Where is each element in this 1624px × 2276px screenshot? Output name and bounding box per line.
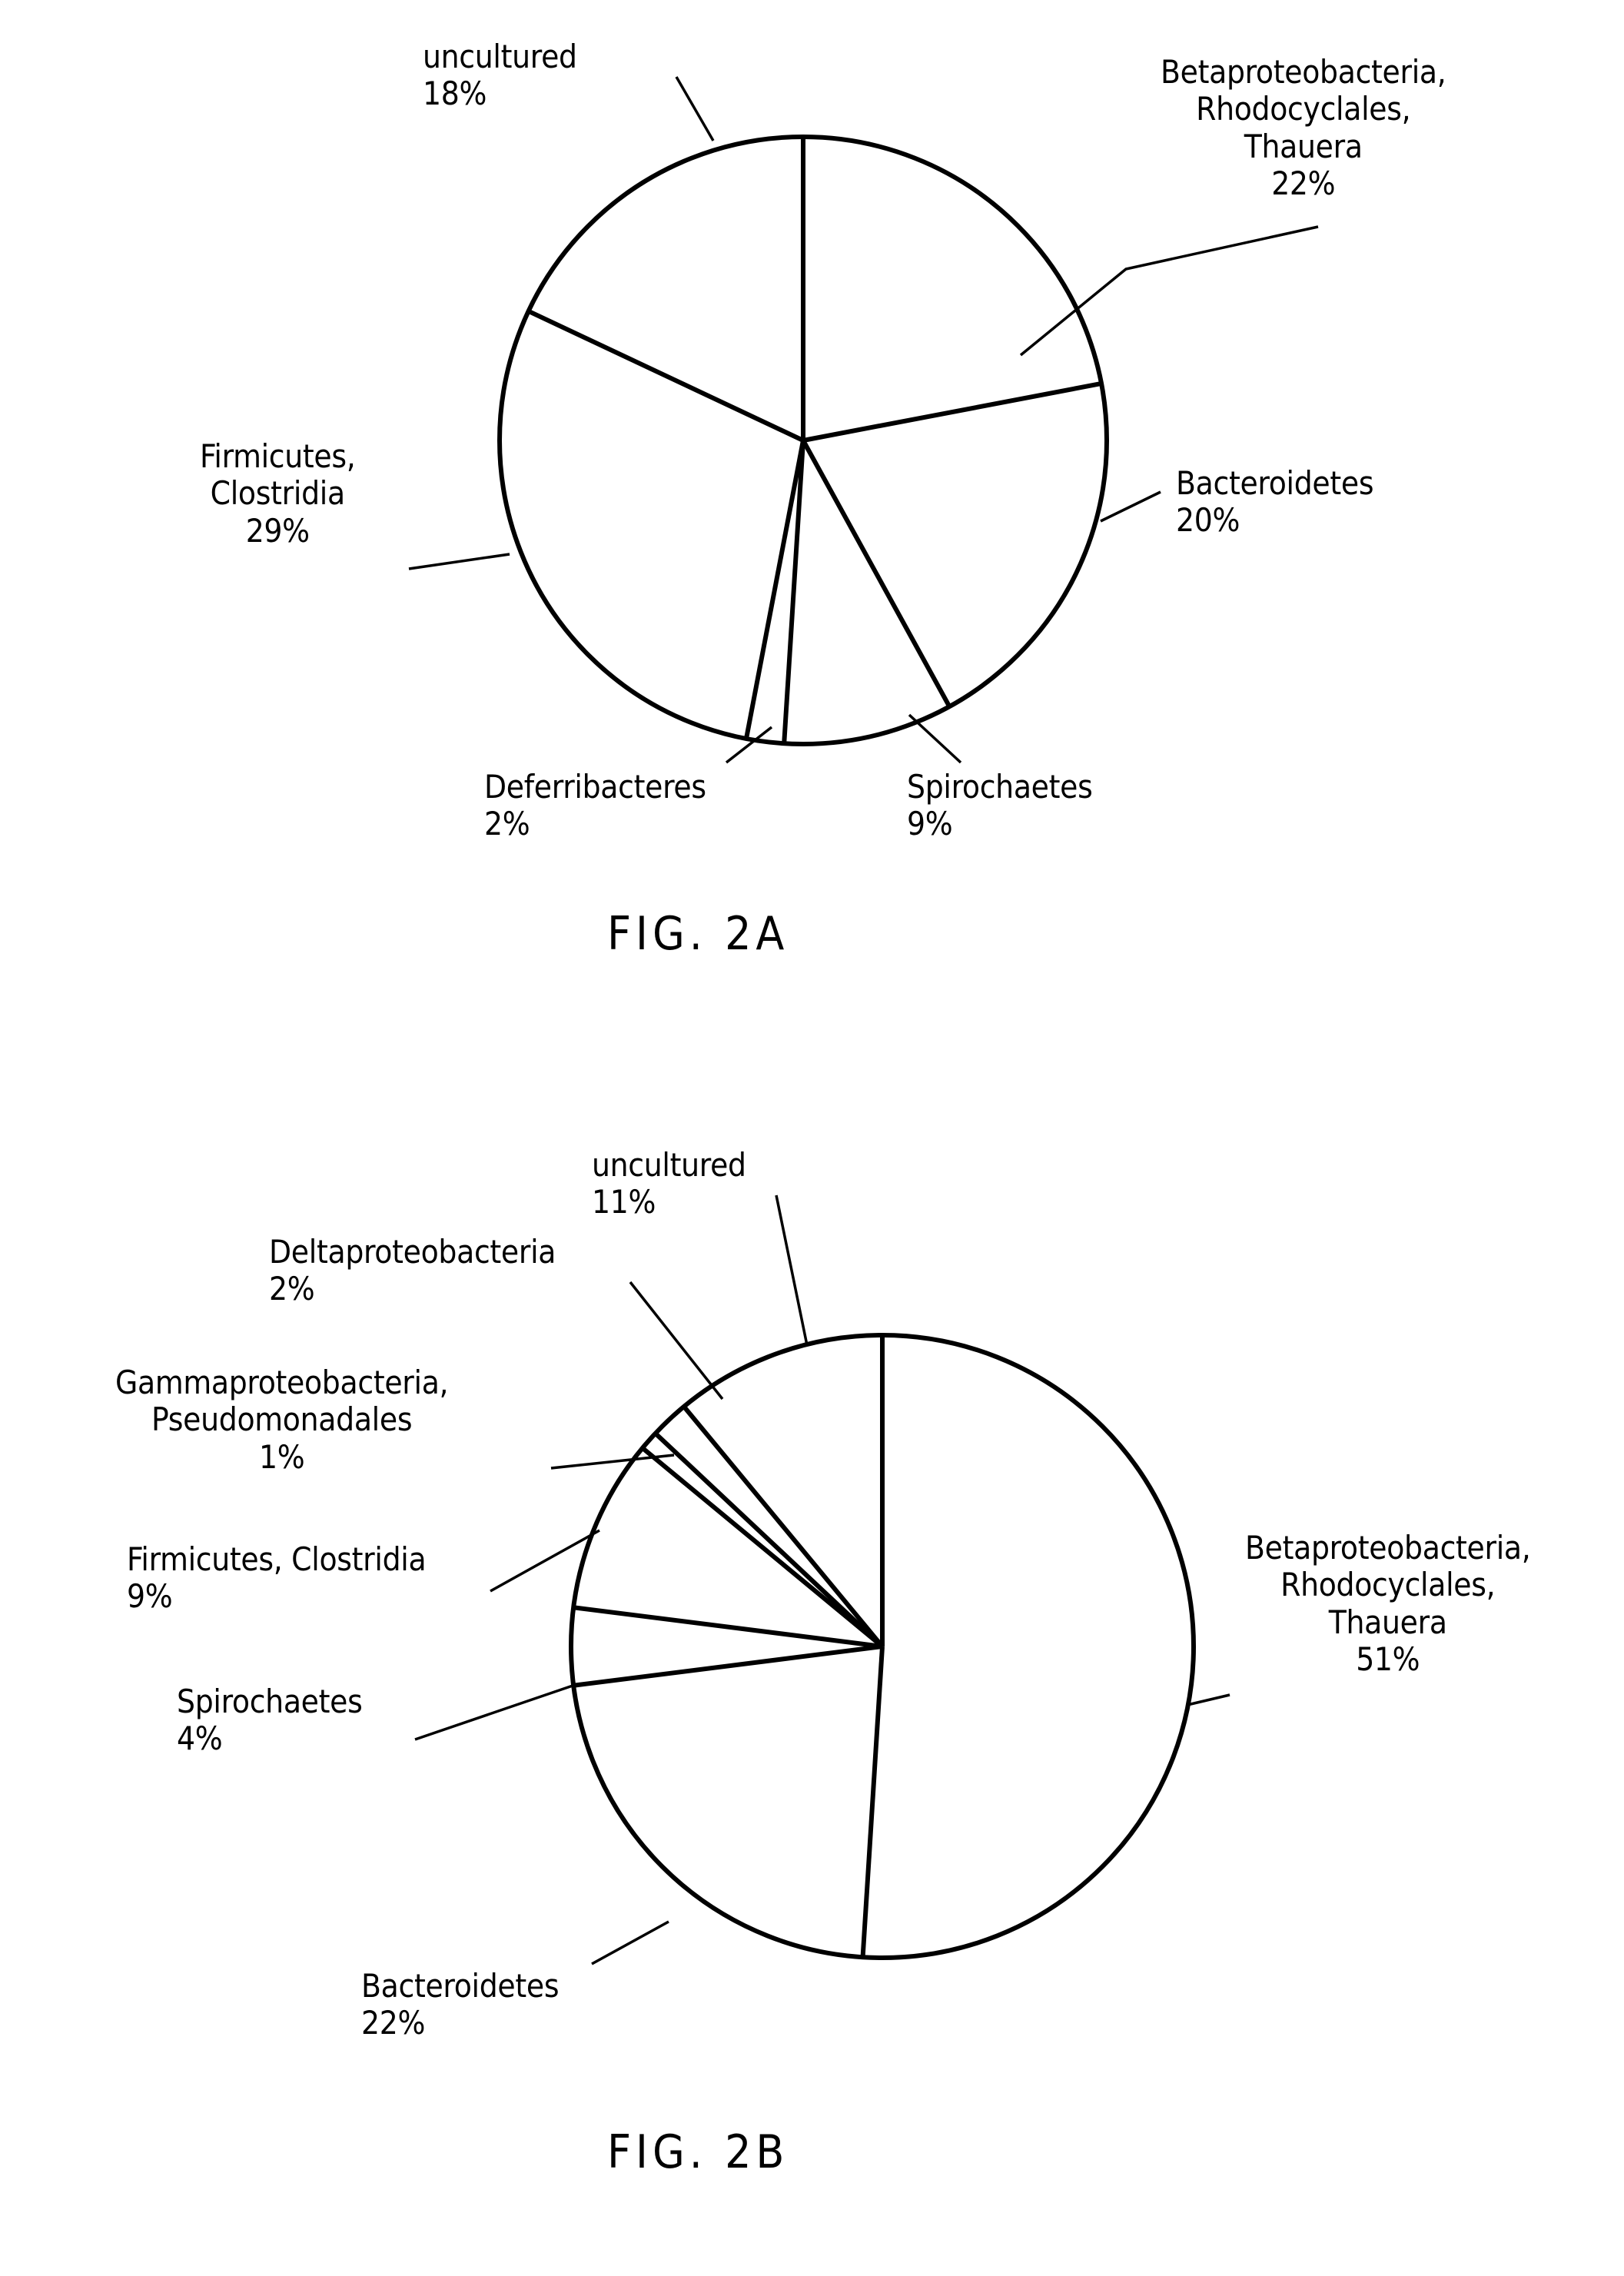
fig2a-label-4: Firmicutes,Clostridia29% xyxy=(200,438,355,550)
fig2b-label-0: Betaproteobacteria,Rhodocyclales,Thauera… xyxy=(1245,1530,1530,1678)
fig2b-pct-2: 4% xyxy=(177,1719,222,1757)
fig2b-leader-1 xyxy=(592,1922,669,1964)
fig2a-label-4-line-1: Clostridia xyxy=(211,474,345,512)
fig2a-pct-2: 9% xyxy=(907,805,952,842)
fig2b-pct-5: 2% xyxy=(269,1270,314,1307)
figure-canvas xyxy=(0,0,1624,2276)
fig2b-label-0-line-0: Betaproteobacteria, xyxy=(1245,1529,1530,1567)
fig2a-pct-3: 2% xyxy=(484,805,530,842)
fig2b-caption: FIG. 2B xyxy=(607,2125,789,2179)
fig2b-leader-6 xyxy=(776,1195,807,1345)
fig2b-label-4-line-1: Pseudomonadales xyxy=(151,1400,412,1438)
fig2a-caption: FIG. 2A xyxy=(607,907,789,961)
fig2b-label-3: Firmicutes, Clostridia9% xyxy=(127,1541,426,1616)
fig2b-leader-5 xyxy=(630,1282,722,1399)
fig2b-label-0-line-1: Rhodocyclales, xyxy=(1280,1566,1495,1603)
fig2a-label-5: uncultured18% xyxy=(423,38,577,113)
fig2a-pct-1: 20% xyxy=(1176,501,1240,539)
fig2a-leader-4 xyxy=(409,554,510,569)
fig2a-label-1: Bacteroidetes20% xyxy=(1176,465,1373,540)
fig2b-pct-0: 51% xyxy=(1356,1640,1420,1678)
fig2b-label-2: Spirochaetes4% xyxy=(177,1683,363,1758)
fig2a-label-2: Spirochaetes9% xyxy=(907,769,1093,843)
fig2a-label-5-line-0: uncultured xyxy=(423,38,577,75)
fig2a-label-1-line-0: Bacteroidetes xyxy=(1176,464,1373,502)
fig2b-label-1: Bacteroidetes22% xyxy=(361,1968,559,2042)
fig2a-label-0-line-2: Thauera xyxy=(1244,128,1363,165)
fig2a-label-0-line-1: Rhodocyclales, xyxy=(1196,90,1410,128)
fig2b-label-3-line-0: Firmicutes, Clostridia xyxy=(127,1540,426,1578)
fig2a-label-0: Betaproteobacteria,Rhodocyclales,Thauera… xyxy=(1161,54,1446,202)
fig2b-label-6: uncultured11% xyxy=(592,1147,746,1221)
fig2a-pct-0: 22% xyxy=(1271,164,1335,202)
fig2b-label-5-line-0: Deltaproteobacteria xyxy=(269,1233,556,1271)
fig2b-label-0-line-2: Thauera xyxy=(1329,1603,1447,1641)
fig2a-label-0-line-0: Betaproteobacteria, xyxy=(1161,53,1446,91)
fig2b-label-4-line-0: Gammaproteobacteria, xyxy=(115,1364,448,1401)
fig2b-label-4: Gammaproteobacteria,Pseudomonadales1% xyxy=(115,1364,448,1476)
fig2b-pct-3: 9% xyxy=(127,1577,172,1615)
fig2a-label-3-line-0: Deferribacteres xyxy=(484,768,706,806)
fig2a-leader-5 xyxy=(676,77,713,141)
fig2b-pct-4: 1% xyxy=(259,1438,304,1476)
fig2a-label-4-line-0: Firmicutes, xyxy=(200,437,355,475)
fig2b-label-6-line-0: uncultured xyxy=(592,1146,746,1184)
fig2a-label-3: Deferribacteres2% xyxy=(484,769,706,843)
fig2b-label-1-line-0: Bacteroidetes xyxy=(361,1967,559,2005)
fig2a-pct-4: 29% xyxy=(246,512,310,550)
fig2b-pct-6: 11% xyxy=(592,1183,656,1221)
fig2b-label-5: Deltaproteobacteria2% xyxy=(269,1234,556,1308)
fig2b-label-2-line-0: Spirochaetes xyxy=(177,1683,363,1720)
fig2a-leader-2 xyxy=(909,715,961,763)
fig2a-label-2-line-0: Spirochaetes xyxy=(907,768,1093,806)
fig2b-pct-1: 22% xyxy=(361,2004,425,2042)
fig2b-leader-0 xyxy=(1187,1695,1230,1705)
fig2a-pct-5: 18% xyxy=(423,75,487,112)
fig2b-leader-2 xyxy=(415,1685,575,1739)
fig2a-leader-1 xyxy=(1101,492,1161,521)
